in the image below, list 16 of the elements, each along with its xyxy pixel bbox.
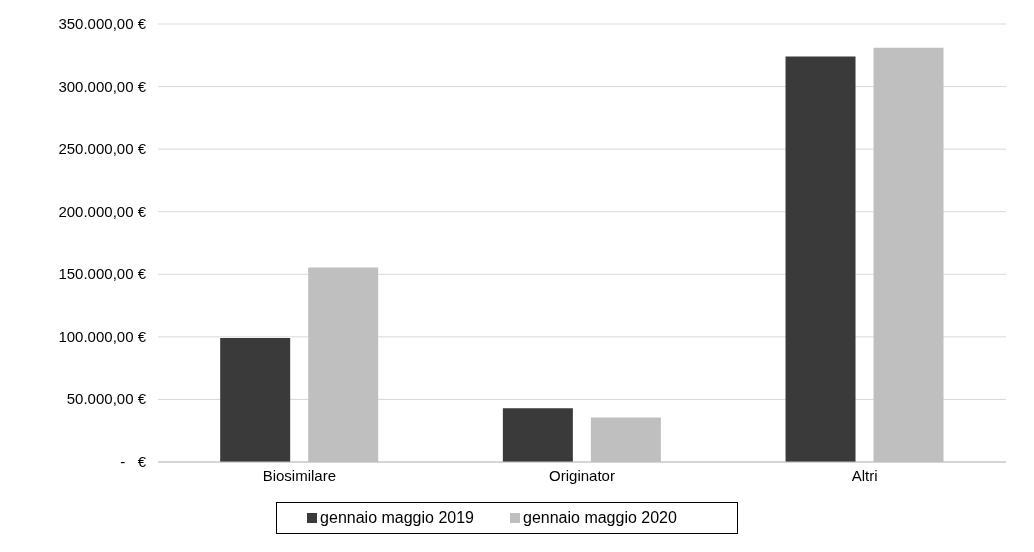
bar [785, 56, 856, 462]
y-tick-label: 350.000,00 € [58, 15, 147, 32]
x-tick-label: Altri [851, 466, 878, 484]
legend-label: gennaio maggio 2019 [319, 509, 474, 527]
legend-label: gennaio maggio 2020 [522, 509, 677, 527]
bar [502, 408, 573, 462]
y-tick-label: 250.000,00 € [58, 140, 147, 158]
x-tick-label: Originator [549, 466, 615, 484]
y-tick-label: 300.000,00 € [58, 77, 147, 95]
y-tick-label: 150.000,00 € [58, 265, 147, 283]
y-tick-label: - € [120, 453, 147, 470]
y-tick-label: 200.000,00 € [58, 202, 147, 220]
y-tick-label: 50.000,00 € [66, 390, 147, 408]
bar [220, 338, 291, 462]
x-tick-label: Biosimilare [262, 466, 337, 484]
y-tick-label: 100.000,00 € [58, 327, 147, 345]
